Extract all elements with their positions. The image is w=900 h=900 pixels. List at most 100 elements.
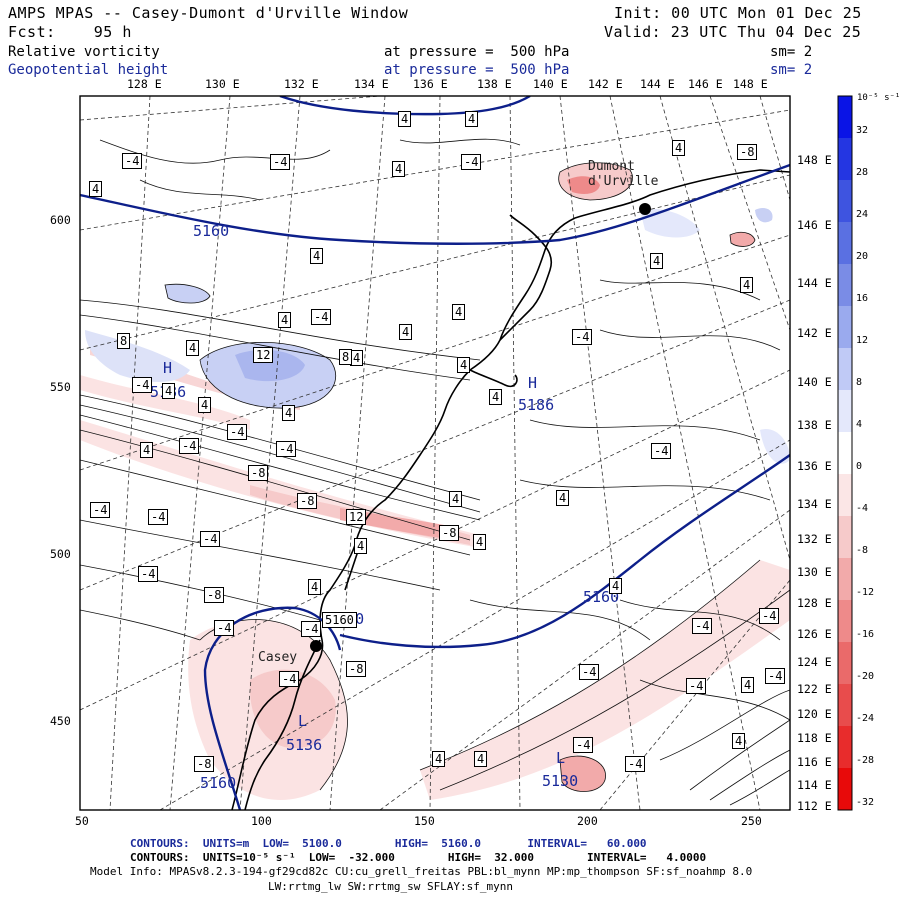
y-tick-label: 550 (50, 380, 71, 394)
field2-name: Geopotential height (8, 62, 169, 78)
right-lon-label: 128 E (797, 596, 832, 610)
vorticity-contour-label: -8 (439, 525, 460, 541)
colorbar-cell (838, 222, 852, 265)
dumont-durville-label: Dumont d'Urville (588, 159, 659, 189)
vorticity-contour-label: 4 (186, 340, 200, 356)
vorticity-contour-label: -4 (461, 154, 482, 170)
right-lon-label: 114 E (797, 778, 832, 792)
vorticity-contour-label: -4 (179, 438, 200, 454)
right-lon-label: 140 E (797, 375, 832, 389)
vorticity-contour-label: -4 (759, 608, 780, 624)
vorticity-contour-label: -4 (573, 737, 594, 753)
colorbar-label: 28 (856, 167, 869, 178)
vorticity-contour-label: -4 (276, 441, 297, 457)
right-lon-label: 118 E (797, 731, 832, 745)
colorbar-label: -4 (856, 503, 869, 514)
plot-frame (79, 95, 791, 811)
top-lon-label: 138 E (477, 77, 512, 91)
top-lon-label: 134 E (354, 77, 389, 91)
vorticity-contour-label: 4 (198, 397, 212, 413)
right-lon-label: 120 E (797, 707, 832, 721)
field1-name: Relative vorticity (8, 44, 160, 60)
field2-level: at pressure = 500 hPa (384, 62, 570, 78)
vorticity-contour-label: -4 (227, 424, 248, 440)
colorbar-label: -8 (856, 545, 869, 556)
vorticity-contour-label: -4 (572, 329, 593, 345)
vorticity-contour-label: 4 (449, 491, 463, 507)
colorbar-cell (838, 432, 852, 475)
colorbar-cell (838, 516, 852, 559)
casey-station-dot (310, 640, 322, 652)
vorticity-contour-label: -4 (692, 618, 713, 634)
vorticity-contour-label: 4 (609, 578, 623, 594)
colorbar (837, 95, 853, 811)
x-tick-label: 250 (741, 814, 762, 828)
high-center-label: H (163, 359, 173, 377)
right-lon-label: 112 E (797, 799, 832, 813)
colorbar-label: 20 (856, 251, 869, 262)
colorbar-cell (838, 600, 852, 643)
colorbar-label: 12 (856, 335, 869, 346)
colorbar-label: -12 (856, 587, 875, 598)
footer-height-contours: CONTOURS: UNITS=m LOW= 5100.0 HIGH= 5160… (130, 837, 647, 850)
vorticity-contour-label: 4 (140, 442, 154, 458)
vorticity-contour-label: -4 (122, 153, 143, 169)
right-lon-label: 130 E (797, 565, 832, 579)
vorticity-contour-label: -8 (194, 756, 215, 772)
vorticity-contour-label: -4 (279, 671, 300, 687)
colorbar-label: -32 (856, 797, 875, 808)
colorbar-cell (838, 768, 852, 811)
right-lon-label: 136 E (797, 459, 832, 473)
vorticity-contour-label: -4 (132, 377, 153, 393)
colorbar-cell (838, 264, 852, 307)
top-lon-label: 148 E (733, 77, 768, 91)
colorbar-cell (838, 390, 852, 433)
vorticity-contour-label: 4 (474, 751, 488, 767)
top-lon-label: 140 E (533, 77, 568, 91)
vorticity-contour-label: -4 (270, 154, 291, 170)
vorticity-contours (80, 138, 790, 806)
vorticity-contour-label: 4 (89, 181, 103, 197)
right-lon-label: 126 E (797, 627, 832, 641)
vorticity-contour-label: 4 (740, 277, 754, 293)
colorbar-cell (838, 684, 852, 727)
top-lon-label: 130 E (205, 77, 240, 91)
vorticity-contour-label: 4 (556, 490, 570, 506)
x-tick-label: 150 (414, 814, 435, 828)
vorticity-contour-label: -4 (301, 621, 322, 637)
x-tick-label: 50 (75, 814, 89, 828)
colorbar-label: 32 (856, 125, 869, 136)
vorticity-contour-label: 4 (392, 161, 406, 177)
low-center-label: L (298, 712, 308, 730)
top-lon-label: 128 E (127, 77, 162, 91)
vorticity-contour-label: 4 (741, 677, 755, 693)
height-contours (80, 96, 790, 810)
vorticity-contour-label: 4 (672, 140, 686, 156)
vorticity-contour-label: -4 (625, 756, 646, 772)
top-lon-label: 146 E (688, 77, 723, 91)
right-lon-label: 124 E (797, 655, 832, 669)
vorticity-contour-label: -4 (200, 531, 221, 547)
y-tick-label: 450 (50, 714, 71, 728)
y-tick-label: 500 (50, 547, 71, 561)
vorticity-contour-label: 4 (354, 538, 368, 554)
height-label: 5136 (286, 736, 323, 754)
right-lon-label: 142 E (797, 326, 832, 340)
vorticity-contour-label: -4 (651, 443, 672, 459)
colorbar-cell (838, 180, 852, 223)
top-lon-label: 144 E (640, 77, 675, 91)
vorticity-contour-label: 4 (650, 253, 664, 269)
vorticity-contour-label: 4 (432, 751, 446, 767)
footer-vorticity-contours: CONTOURS: UNITS=10⁻⁵ s⁻¹ LOW= -32.000 HI… (130, 851, 707, 864)
vorticity-contour-label: -4 (138, 566, 159, 582)
footer-model-info: Model Info: MPASv8.2.3-194-gf29cd82c CU:… (90, 865, 753, 878)
vorticity-contour-label: -8 (204, 587, 225, 603)
field1-smoothing: sm= 2 (770, 44, 813, 60)
vorticity-contour-label: 12 (253, 347, 274, 363)
forecast-hour: Fcst: 95 h (8, 23, 132, 41)
vorticity-contour-label: -8 (297, 493, 318, 509)
vorticity-contour-label: 8 (117, 333, 131, 349)
right-lon-label: 144 E (797, 276, 832, 290)
right-lon-label: 148 E (797, 153, 832, 167)
colorbar-label: -20 (856, 671, 875, 682)
